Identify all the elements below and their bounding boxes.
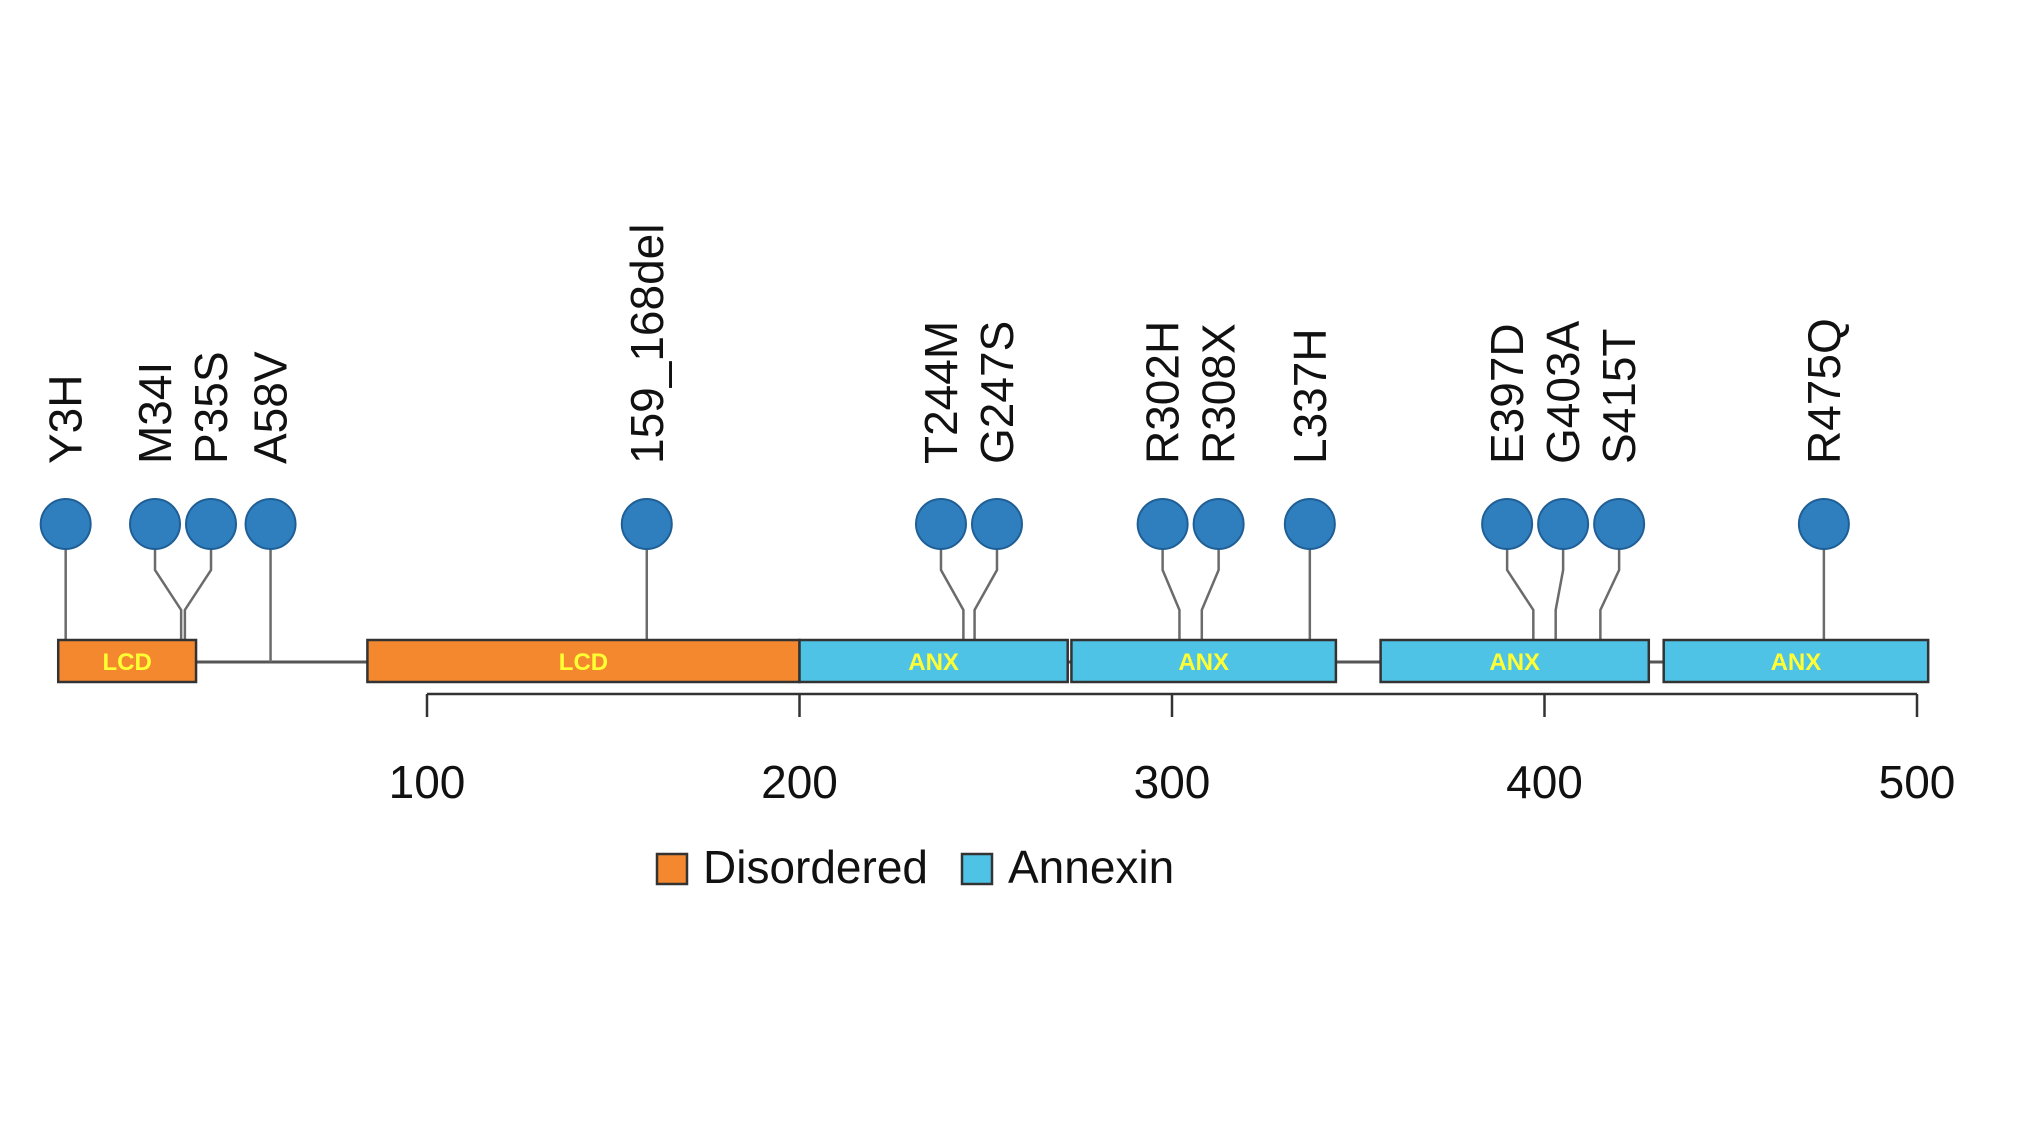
- domain-box: [1070, 638, 1338, 684]
- domain-label: LCD: [102, 649, 151, 676]
- mutation-label: T244M: [915, 321, 967, 464]
- legend: Disordered Annexin: [655, 841, 1174, 893]
- domain-label: ANX: [1771, 649, 1822, 676]
- mutation-label: E397D: [1481, 323, 1533, 464]
- mutation-point: [970, 498, 1023, 550]
- mutation-label: S415T: [1593, 328, 1645, 464]
- legend-swatch: [960, 852, 994, 886]
- mutation-point: [620, 498, 673, 550]
- mutation-label: P35S: [185, 351, 237, 464]
- mutation-heads: [39, 498, 1850, 550]
- domain-label: ANX: [908, 649, 959, 676]
- domain-box: [56, 638, 198, 684]
- mutation-point: [1593, 498, 1646, 550]
- mutation-point: [1283, 498, 1336, 550]
- mutation-label: L337H: [1284, 328, 1336, 464]
- mutation-point: [914, 498, 967, 550]
- axis-tick-label: 400: [1506, 756, 1583, 808]
- mutation-point: [185, 498, 238, 550]
- mutation-label: G247S: [971, 321, 1023, 464]
- mutation-point: [39, 498, 92, 550]
- domain-box: [1662, 638, 1930, 684]
- mutation-label: A58V: [245, 351, 297, 464]
- domain-boxes: LCD LCD ANX ANX ANX ANX: [56, 638, 1930, 684]
- mutation-point: [1192, 498, 1245, 550]
- axis-tick-label: 100: [389, 756, 466, 808]
- domain-label: LCD: [559, 649, 608, 676]
- position-axis: 100 200 300 400 500: [389, 692, 1956, 808]
- axis-tick-label: 200: [761, 756, 838, 808]
- mutation-point: [1537, 498, 1590, 550]
- domain-box: [798, 638, 1069, 684]
- mutation-point: [244, 498, 297, 550]
- mutation-label: R302H: [1137, 321, 1189, 464]
- mutation-label: R475Q: [1798, 318, 1850, 464]
- mutation-label: 159_168del: [621, 224, 673, 464]
- mutation-point: [1797, 498, 1850, 550]
- mutation-label: G403A: [1537, 320, 1589, 464]
- legend-label: Annexin: [1008, 841, 1174, 893]
- domain-box: [366, 638, 801, 684]
- domain-box: [1379, 638, 1651, 684]
- axis-tick-label: 500: [1879, 756, 1956, 808]
- mutation-point: [1481, 498, 1534, 550]
- domain-label: ANX: [1178, 649, 1229, 676]
- mutation-point: [1136, 498, 1189, 550]
- axis-tick-label: 300: [1134, 756, 1211, 808]
- mutation-label: R308X: [1193, 323, 1245, 464]
- mutation-label: Y3H: [40, 375, 92, 464]
- mutation-labels: Y3H M34I P35S A58V 159_168del T244M G247S R302H…: [40, 224, 1850, 464]
- domain-label: ANX: [1489, 649, 1540, 676]
- mutation-point: [129, 498, 182, 550]
- mutation-label: M34I: [129, 362, 181, 464]
- legend-label: Disordered: [703, 841, 928, 893]
- legend-swatch: [655, 852, 689, 886]
